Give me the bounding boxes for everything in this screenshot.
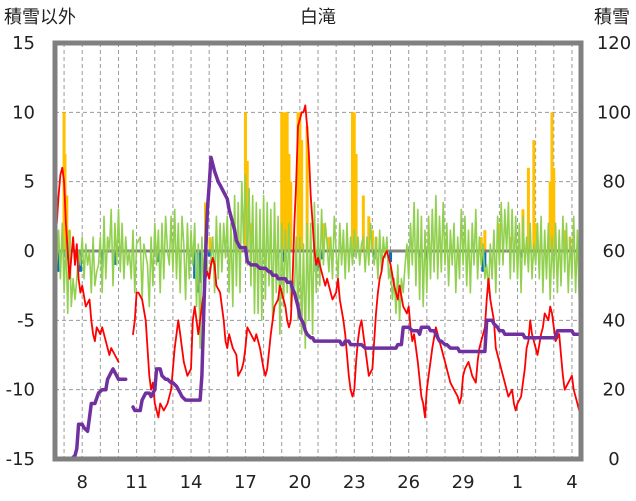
x-tick-label: 11 [125,472,148,493]
x-tick-label: 4 [566,472,577,493]
chart-title: 白滝 [300,7,336,28]
precipitation-bar [352,112,356,251]
precipitation-bar [532,140,536,251]
precipitation-bar [327,237,331,251]
precipitation-bar [296,112,300,251]
x-tick-label: 14 [180,472,203,493]
snow-change-bar [418,251,422,258]
left-tick-label: -5 [17,310,35,331]
right-tick-label: 120 [597,33,631,54]
snow-change-bar [483,251,487,268]
precipitation-bar [508,237,512,251]
precipitation-bar [300,140,304,251]
series-snow-depth [53,155,583,461]
right-tick-label: 80 [603,172,626,193]
precipitation-bar [552,167,556,251]
precipitation-bar [479,237,483,251]
precipitation-bar [483,230,487,251]
left-tick-label: 10 [12,102,35,123]
precipitation-bar [548,181,552,251]
precipitation-bar [285,112,289,251]
snow-change-bar [519,251,523,258]
precipitation-bar [249,223,253,251]
right-tick-label: 60 [603,241,626,262]
precipitation-bar [526,167,530,251]
snow-change-bar [113,251,117,265]
snow-change-bar [425,251,429,260]
x-tick-label: 29 [452,472,475,493]
series-sunshine [54,173,582,349]
precipitation-bar [245,160,249,251]
precipitation-bar [287,153,291,251]
x-tick-label: 23 [343,472,366,493]
precipitation-bar [280,112,284,251]
left-tick-label: -10 [6,380,35,401]
left-axis-label: 積雪以外 [4,7,76,28]
snow-change-bar [57,251,61,272]
right-axis-label: 積雪 [594,7,630,28]
precipitation-bar [361,195,365,251]
right-tick-label: 40 [603,310,626,331]
precipitation-bar [367,216,371,251]
x-tick-label: 26 [397,472,420,493]
snow-change-bar [198,251,202,283]
right-tick-label: 100 [597,102,631,123]
snow-change-bar [100,251,104,268]
precipitation-bar [563,230,567,251]
x-tick-label: 1 [512,472,523,493]
snow-change-bar [481,251,485,272]
precipitation-bar [497,223,501,251]
left-tick-label: 0 [24,241,35,262]
series-temperature [54,104,582,419]
precipitation-bar [298,112,302,251]
plot-frame [52,40,584,462]
snow-change-bar [389,251,393,263]
right-tick-label: 0 [608,449,619,470]
precipitation-bar [208,237,212,251]
x-tick-label: 20 [288,472,311,493]
snow-change-bar [193,251,197,279]
precipitation-bar [350,112,354,251]
precipitation-bar [289,181,293,251]
precipitation-bar [550,112,554,251]
left-tick-label: 15 [12,33,35,54]
x-tick-label: 8 [76,472,87,493]
left-tick-label: 5 [24,172,35,193]
x-tick-label: 17 [234,472,257,493]
snow-change-bar [282,251,286,263]
left-tick-label: -15 [6,449,35,470]
precipitation-bar [354,153,358,251]
precipitation-bar [305,126,309,251]
right-tick-label: 20 [603,380,626,401]
snow-change-bar [320,251,324,260]
precipitation-bar [283,112,287,251]
precipitation-bar [321,223,325,251]
precipitation-bar [282,112,286,251]
snow-change-bar [207,251,211,257]
